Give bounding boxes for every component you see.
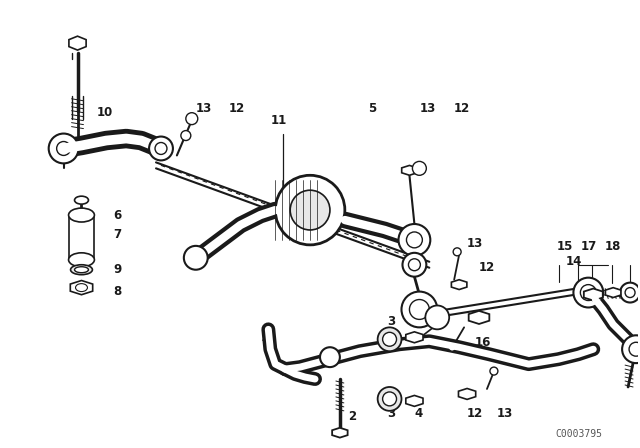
Circle shape	[629, 342, 640, 356]
Polygon shape	[451, 280, 467, 289]
Circle shape	[448, 343, 456, 351]
Circle shape	[620, 283, 640, 302]
Circle shape	[49, 134, 79, 164]
Circle shape	[573, 278, 604, 307]
Text: 14: 14	[566, 255, 582, 268]
Circle shape	[401, 292, 437, 327]
Text: 3: 3	[388, 315, 396, 328]
Circle shape	[320, 347, 340, 367]
Text: 11: 11	[270, 114, 287, 127]
Ellipse shape	[76, 284, 88, 292]
Ellipse shape	[68, 208, 95, 222]
Text: 4: 4	[415, 407, 422, 420]
Text: 10: 10	[97, 106, 113, 119]
Circle shape	[410, 300, 429, 319]
Ellipse shape	[74, 196, 88, 204]
Text: 13: 13	[419, 102, 436, 115]
Polygon shape	[584, 289, 603, 301]
Text: 12: 12	[479, 261, 495, 274]
Circle shape	[383, 392, 397, 406]
Text: 9: 9	[113, 263, 122, 276]
Circle shape	[383, 332, 397, 346]
Circle shape	[149, 137, 173, 160]
Text: 1: 1	[260, 331, 269, 344]
Circle shape	[406, 232, 422, 248]
Text: 12: 12	[228, 102, 245, 115]
Text: 13: 13	[196, 102, 212, 115]
Polygon shape	[406, 396, 423, 406]
Circle shape	[275, 175, 345, 245]
Text: C0003795: C0003795	[555, 429, 602, 439]
Text: 17: 17	[580, 241, 596, 254]
Circle shape	[622, 335, 640, 363]
Polygon shape	[69, 36, 86, 50]
Polygon shape	[70, 280, 93, 295]
Text: 5: 5	[368, 102, 376, 115]
Text: 8: 8	[113, 285, 122, 298]
Text: 13: 13	[497, 407, 513, 420]
Text: 7: 7	[113, 228, 122, 241]
Circle shape	[186, 113, 198, 125]
Circle shape	[399, 224, 430, 256]
Text: 15: 15	[557, 241, 573, 254]
Circle shape	[580, 284, 596, 301]
Circle shape	[378, 387, 401, 411]
Text: 12: 12	[467, 407, 483, 420]
Polygon shape	[332, 428, 348, 438]
Text: 16: 16	[475, 336, 492, 349]
Circle shape	[378, 327, 401, 351]
Circle shape	[625, 288, 635, 297]
Text: 18: 18	[604, 241, 621, 254]
Circle shape	[403, 253, 426, 277]
Circle shape	[412, 161, 426, 175]
Polygon shape	[402, 165, 417, 175]
Circle shape	[408, 259, 420, 271]
Text: 12: 12	[454, 102, 470, 115]
Polygon shape	[458, 388, 476, 400]
Circle shape	[490, 367, 498, 375]
Ellipse shape	[70, 265, 92, 275]
Polygon shape	[605, 288, 621, 297]
Circle shape	[290, 190, 330, 230]
Circle shape	[184, 246, 208, 270]
Circle shape	[155, 142, 167, 155]
Ellipse shape	[74, 267, 88, 273]
Text: 6: 6	[113, 209, 122, 222]
Text: 13: 13	[467, 237, 483, 250]
Circle shape	[426, 306, 449, 329]
Circle shape	[181, 130, 191, 141]
Polygon shape	[468, 311, 490, 324]
Circle shape	[57, 142, 70, 155]
Ellipse shape	[68, 253, 95, 267]
Text: 4: 4	[415, 315, 422, 328]
Polygon shape	[406, 332, 423, 343]
Circle shape	[453, 248, 461, 256]
Text: 3: 3	[388, 407, 396, 420]
Text: 2: 2	[348, 410, 356, 423]
